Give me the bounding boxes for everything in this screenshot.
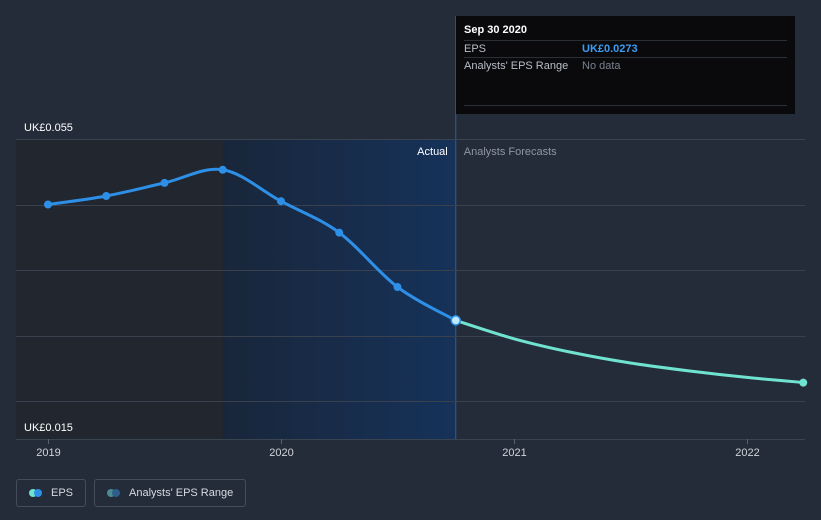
eps-forecast-end-point bbox=[799, 378, 808, 387]
eps-point bbox=[393, 283, 402, 292]
actual-band bbox=[222, 139, 456, 439]
tooltip-eps-label: EPS bbox=[464, 43, 487, 55]
y-top-label: UK£0.055 bbox=[24, 122, 73, 134]
x-tick-label: 2021 bbox=[502, 447, 526, 459]
eps-point bbox=[277, 197, 285, 206]
x-tick-label: 2019 bbox=[36, 447, 60, 459]
eps-swatch-icon bbox=[29, 489, 43, 497]
eps-point bbox=[335, 228, 344, 237]
eps-point bbox=[218, 165, 227, 174]
range-swatch-icon bbox=[107, 489, 121, 497]
tooltip-date: Sep 30 2020 bbox=[464, 24, 527, 36]
eps-point bbox=[102, 191, 111, 200]
tooltip-eps-row: EPS UK£0.0273 bbox=[464, 40, 787, 57]
legend-eps-button[interactable]: EPS bbox=[16, 479, 87, 507]
actual-label: Actual bbox=[417, 146, 448, 158]
x-tick-label: 2020 bbox=[269, 447, 293, 459]
eps-highlight-point bbox=[450, 315, 461, 326]
tooltip-range-row: Analysts' EPS Range No data bbox=[464, 57, 787, 74]
tooltip: Sep 30 2020 EPS UK£0.0273 Analysts' EPS … bbox=[456, 16, 795, 114]
y-bottom-label: UK£0.015 bbox=[24, 422, 73, 434]
eps-point bbox=[44, 200, 52, 209]
tooltip-divider bbox=[464, 105, 787, 106]
legend-range-button[interactable]: Analysts' EPS Range bbox=[94, 479, 247, 507]
forecast-label: Analysts Forecasts bbox=[464, 146, 557, 158]
tooltip-range-label: Analysts' EPS Range bbox=[464, 60, 569, 72]
tooltip-eps-value: UK£0.0273 bbox=[582, 43, 638, 55]
eps-point bbox=[160, 178, 169, 187]
legend: EPS Analysts' EPS Range bbox=[16, 479, 247, 507]
eps-forecast-line bbox=[454, 318, 807, 385]
history-band bbox=[16, 139, 223, 439]
tooltip-range-value: No data bbox=[582, 60, 621, 72]
legend-range-label: Analysts' EPS Range bbox=[129, 487, 234, 499]
x-tick-label: 2022 bbox=[735, 447, 759, 459]
legend-eps-label: EPS bbox=[51, 487, 74, 499]
